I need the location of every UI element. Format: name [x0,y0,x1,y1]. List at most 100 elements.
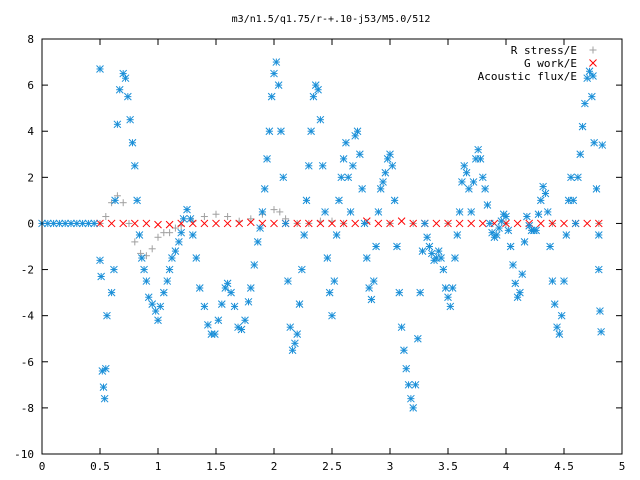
data-point [279,173,288,182]
plot-frame [41,38,623,455]
data-point [166,229,174,237]
data-point [212,210,220,218]
data-point [267,92,276,101]
data-point [154,316,162,325]
data-point [200,213,208,221]
data-point [277,127,285,136]
chart-title: m3/n1.5/q1.75/r-+.10-j53/M5.0/512 [232,14,431,25]
data-point [212,219,220,228]
data-point [177,228,186,237]
data-point [567,173,575,182]
data-point [293,219,302,228]
data-point [409,404,418,412]
data-point [483,201,492,209]
data-point [223,219,232,228]
data-point [585,67,594,76]
data-point [246,218,255,227]
data-point [307,127,315,136]
data-point [204,321,212,329]
data-point [432,219,441,228]
data-point [536,219,545,228]
data-point [597,327,605,336]
data-point [214,316,223,325]
data-point [594,265,603,274]
data-point [200,302,209,311]
data-point [230,302,239,311]
data-point [469,178,478,186]
data-point [137,254,146,262]
data-point [506,242,515,251]
data-point [276,208,284,216]
data-point [304,161,313,170]
data-point [539,182,547,191]
data-point [316,219,325,228]
data-point [272,58,281,66]
data-point [128,138,137,147]
data-point [353,127,362,136]
data-point [318,161,327,170]
data-point [560,219,568,228]
data-point [550,300,559,308]
data-point [485,219,494,228]
data-point [175,238,183,246]
data-point [495,224,503,232]
data-point [274,81,283,89]
data-point [165,265,174,274]
data-point [328,219,336,228]
x-tick-label: 1 [155,460,162,473]
x-tick-label: 5 [619,460,626,473]
legend-label: G work/E [524,57,577,70]
data-point [171,247,180,255]
data-point [295,300,304,308]
legend-marker [589,59,597,67]
data-point [270,69,278,78]
data-point [598,141,607,149]
data-point [192,254,201,262]
data-point [223,279,232,288]
data-point [142,219,151,228]
data-point [183,205,191,214]
data-point [115,85,124,94]
legend-label: Acoustic flux/E [478,70,577,83]
data-point [462,168,471,177]
data-point [90,219,99,228]
data-point [137,249,145,257]
data-point [99,383,108,391]
data-point [592,185,601,193]
data-point [188,231,197,239]
data-point [397,217,406,225]
data-point [569,196,578,205]
data-point [284,277,292,285]
data-point [270,206,278,214]
data-point [379,178,387,186]
data-point [581,99,589,108]
data-point [467,208,476,216]
data-point [100,394,109,403]
axis-ticks: 0 0.5 1 1.5 2 2.5 3 3.5 4 4.5 5 8 6 4 2 0 -2 -4 -6 -8 -10 [14,33,625,473]
data-point [263,155,271,163]
data-point [594,219,603,228]
data-point [256,224,264,232]
data-point [163,277,172,285]
data-point [156,302,165,311]
data-point [107,219,116,228]
data-point [84,219,93,228]
data-point [304,219,313,228]
data-point [420,219,429,228]
data-point [546,242,554,251]
data-point [555,330,564,338]
data-point [358,185,367,193]
data-point [386,219,394,228]
data-point [241,316,249,325]
data-point [439,265,448,274]
data-point [402,364,411,373]
data-point [596,307,604,315]
data-point [548,219,557,228]
data-point [560,277,568,285]
y-tick-label: 2 [27,171,34,184]
data-point [557,311,566,320]
data-point [270,219,278,228]
data-point [418,247,427,255]
data-point [330,277,339,285]
